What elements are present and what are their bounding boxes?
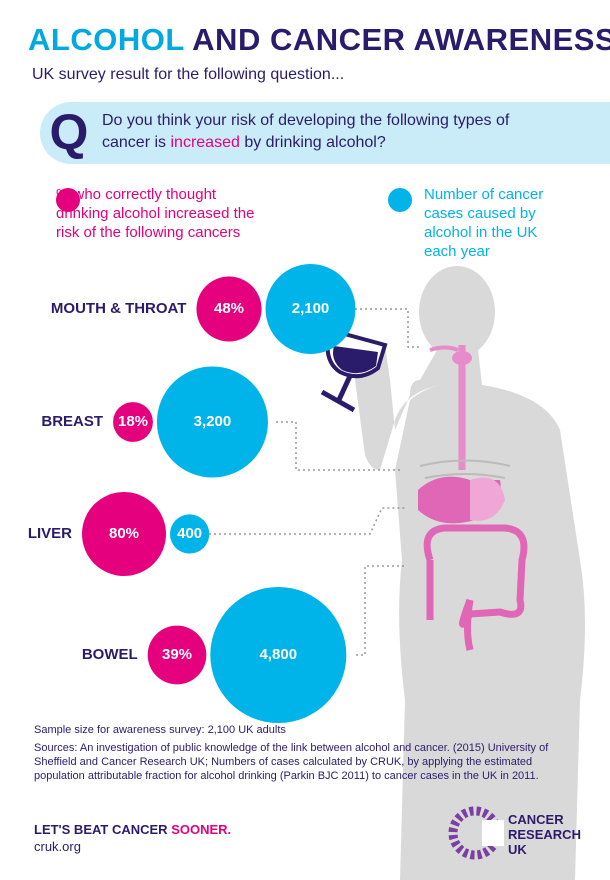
value-label: 18%: [118, 413, 148, 430]
value-label: 80%: [109, 525, 139, 542]
wine-glass: [320, 327, 388, 413]
title-highlight: ALCOHOL: [28, 22, 185, 57]
question-text: Do you think your risk of developing the…: [102, 112, 510, 151]
slogan-highlight: SOONER.: [171, 822, 232, 837]
bubble: [156, 366, 268, 478]
connectors: [209, 308, 422, 656]
legend-swatch: [56, 188, 80, 212]
logo-text: CANCER: [508, 812, 564, 827]
value-label: 39%: [162, 646, 192, 663]
slogan: LET'S BEAT CANCER SOONER.: [34, 822, 231, 837]
bubble: [113, 402, 153, 442]
question-banner: [40, 102, 610, 164]
question: Do you think your risk of developing the…: [102, 110, 532, 154]
website: cruk.org: [34, 839, 81, 854]
note: Sources: An investigation of public know…: [34, 742, 549, 782]
bubble: [170, 514, 210, 554]
title-rest: AND CANCER AWARENESS: [192, 22, 610, 57]
title: ALCOHOL AND CANCER AWARENESS: [28, 22, 610, 58]
bubble: [265, 264, 356, 354]
note: Sample size for awareness survey: 2,100 …: [34, 724, 286, 736]
category-label: BREAST: [41, 413, 103, 430]
slogan-text: LET'S BEAT CANCER: [34, 822, 168, 837]
logo: CANCER RESEARCH UK: [508, 812, 581, 857]
question-mark: Q: [49, 104, 89, 160]
value-label: 4,800: [260, 646, 298, 663]
logo-mark: [448, 806, 504, 860]
value-label: 48%: [214, 300, 244, 317]
legend-label: % who correctly thought drinking alcohol…: [56, 186, 255, 241]
category-label: MOUTH & THROAT: [51, 300, 187, 317]
category-label: BOWEL: [82, 646, 138, 663]
logo-text: UK: [508, 842, 527, 857]
category-label: LIVER: [28, 525, 72, 542]
bubble: [82, 492, 166, 576]
question-text: by drinking alcohol?: [244, 134, 386, 151]
organs: [418, 345, 528, 651]
legend-label: Number of cancer cases caused by alcohol…: [424, 186, 544, 260]
value-label: 400: [177, 525, 202, 542]
bubble: [210, 587, 347, 723]
value-label: 2,100: [292, 300, 330, 317]
legend-swatch: [388, 188, 412, 212]
subtitle: UK survey result for the following quest…: [32, 66, 345, 83]
value-label: 3,200: [194, 413, 232, 430]
question-highlight: increased: [170, 134, 240, 151]
bubble: [147, 625, 207, 685]
logo-text: RESEARCH: [508, 827, 581, 842]
bubble: [196, 276, 262, 342]
